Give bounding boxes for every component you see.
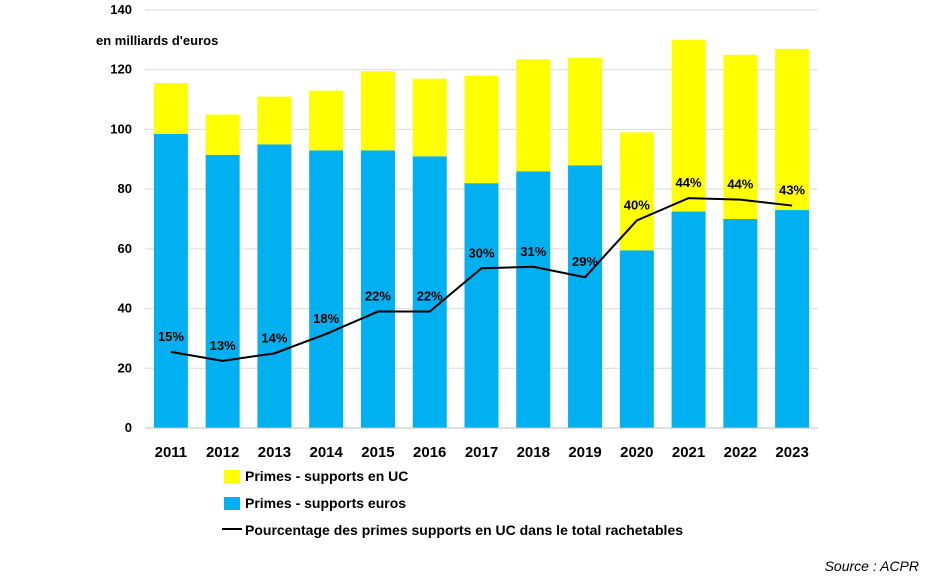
x-tick-label: 2012 — [206, 444, 239, 461]
legend: Primes - supports en UC Primes - support… — [222, 468, 683, 538]
percentage-label: 44% — [676, 175, 702, 190]
x-tick-label: 2022 — [724, 444, 757, 461]
bar-uc-2019 — [568, 57, 603, 166]
x-tick-label: 2021 — [672, 444, 705, 461]
ratio-series-line — [170, 197, 793, 362]
percentage-label: 43% — [779, 183, 805, 198]
bar-euros-2020 — [619, 250, 654, 428]
percentage-label: 18% — [313, 311, 339, 326]
y-tick-label: 80 — [118, 181, 132, 196]
bar-uc-2017 — [464, 75, 499, 184]
bar-uc-2021 — [671, 39, 706, 212]
bar-euros-2019 — [568, 165, 603, 428]
y-axis: 0 20 40 60 80 100 120 140 — [110, 2, 132, 435]
percentage-label: 22% — [417, 289, 443, 304]
bar-euros-2013 — [257, 144, 292, 428]
bar-uc-2023 — [775, 48, 810, 211]
bar-euros-2012 — [205, 154, 240, 429]
x-tick-label: 2023 — [775, 444, 808, 461]
ratio-line — [170, 197, 793, 362]
x-tick-label: 2020 — [620, 444, 653, 461]
bar-euros-2016 — [412, 156, 447, 429]
y-tick-label: 60 — [118, 241, 132, 256]
bar-euros-2022 — [723, 219, 758, 428]
bar-euros-2018 — [516, 171, 551, 428]
x-tick-label: 2019 — [568, 444, 601, 461]
bars — [153, 39, 810, 429]
y-tick-label: 0 — [125, 420, 132, 435]
y-tick-label: 140 — [110, 2, 132, 17]
bar-uc-2011 — [153, 83, 188, 134]
legend-label-uc: Primes - supports en UC — [245, 468, 408, 484]
x-tick-label: 2017 — [465, 444, 498, 461]
percentage-label: 30% — [468, 245, 494, 260]
legend-swatch-euros — [224, 497, 240, 510]
percentage-label: 29% — [572, 254, 598, 269]
bar-uc-2015 — [360, 71, 395, 151]
percentage-label: 31% — [520, 244, 546, 259]
legend-label-euros: Primes - supports euros — [245, 495, 406, 511]
bar-euros-2017 — [464, 183, 499, 428]
x-tick-label: 2016 — [413, 444, 446, 461]
bar-uc-2014 — [309, 90, 344, 151]
percentage-label: 14% — [261, 330, 287, 345]
x-tick-label: 2013 — [258, 444, 291, 461]
bar-uc-2012 — [205, 114, 240, 155]
percentage-label: 44% — [727, 177, 753, 192]
percentage-label: 22% — [365, 289, 391, 304]
legend-label-line: Pourcentage des primes supports en UC da… — [245, 522, 683, 538]
source-note: Source : ACPR — [825, 558, 919, 574]
y-tick-label: 120 — [110, 62, 132, 77]
bar-euros-2015 — [360, 150, 395, 429]
legend-swatch-uc — [224, 470, 240, 483]
bar-uc-2020 — [619, 132, 654, 251]
y-tick-label: 40 — [118, 301, 132, 316]
bar-uc-2022 — [723, 54, 758, 220]
percentage-label: 40% — [624, 197, 650, 212]
bar-euros-2011 — [153, 133, 188, 428]
y-tick-label: 20 — [118, 360, 132, 375]
percentage-labels: 15% 13% 14% 18% 22% 22% 30% 31% 29% 40% 44% 44% 43% — [158, 175, 806, 353]
bar-euros-2014 — [309, 150, 344, 429]
percentage-label: 15% — [158, 329, 184, 344]
bar-uc-2016 — [412, 78, 447, 157]
percentage-label: 13% — [210, 338, 236, 353]
bar-euros-2021 — [671, 211, 706, 428]
x-axis: 2011 2012 2013 2014 2015 2016 2017 2018 2019 2020… — [155, 444, 809, 461]
y-axis-unit-label: en milliards d'euros — [96, 33, 218, 48]
bar-euros-2023 — [775, 210, 810, 428]
x-tick-label: 2014 — [310, 444, 344, 461]
y-tick-label: 100 — [110, 121, 132, 136]
bar-uc-2013 — [257, 96, 292, 145]
x-tick-label: 2011 — [155, 444, 188, 461]
x-tick-label: 2015 — [361, 444, 394, 461]
x-tick-label: 2018 — [517, 444, 550, 461]
bar-uc-2018 — [516, 59, 551, 172]
